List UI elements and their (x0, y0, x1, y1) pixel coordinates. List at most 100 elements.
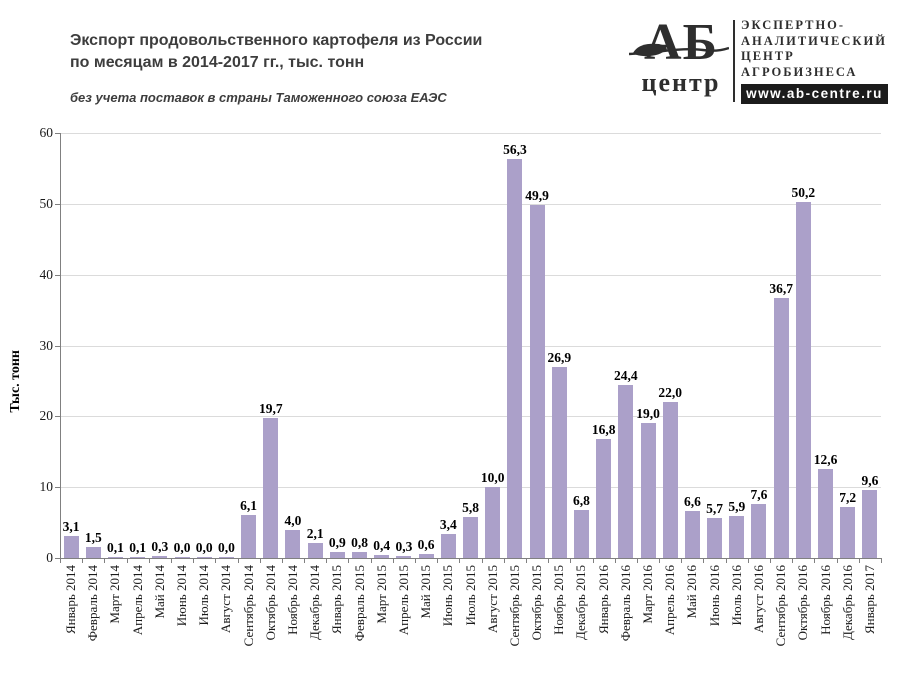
x-tick-mark (481, 558, 483, 563)
bar-value-label: 6,6 (683, 494, 701, 509)
x-tick-mark (415, 558, 417, 563)
bar-value-label: 50,2 (791, 185, 816, 200)
bar-value-label: 0,0 (217, 540, 235, 555)
bar-value-label: 6,8 (573, 493, 590, 508)
bar-value-label: 19,7 (258, 401, 283, 416)
x-tick-mark (503, 558, 505, 563)
x-tick-mark (348, 558, 350, 563)
x-tick-mark (459, 558, 461, 563)
bar-Декабрь 2014 (308, 543, 323, 558)
x-axis-label: Декабрь 2015 (573, 565, 589, 640)
logo-org-line: ЭКСПЕРТНО- (741, 18, 846, 32)
x-tick-mark (548, 558, 550, 563)
x-tick-mark (370, 558, 372, 563)
x-tick-mark (659, 558, 661, 563)
x-axis-label: Июнь 2016 (706, 565, 722, 627)
y-tick-mark (55, 274, 60, 276)
bar-Октябрь 2016 (796, 202, 811, 558)
bar-value-label: 3,4 (439, 517, 457, 532)
x-axis-label: Октябрь 2014 (262, 565, 278, 641)
bar-Ноябрь 2016 (818, 469, 833, 558)
bar-value-label: 56,3 (503, 142, 527, 157)
x-axis-line (60, 558, 882, 559)
bar-value-label: 0,0 (173, 540, 191, 555)
bar-value-label: 19,0 (636, 406, 660, 421)
x-axis-label: Май 2014 (151, 565, 167, 619)
bar-value-label: 10,0 (480, 470, 505, 485)
x-axis-label: Март 2015 (373, 565, 389, 624)
x-axis-label: Январь 2016 (595, 565, 611, 635)
bar-Апрель 2014 (130, 557, 145, 558)
x-tick-mark (259, 558, 261, 563)
y-tick-label: 20 (39, 408, 54, 424)
ab-centre-logo: АБ центр ЭКСПЕРТНО- АНАЛИТИЧЕСКИЙ ЦЕНТР … (629, 14, 888, 104)
x-tick-mark (636, 558, 638, 563)
bar-Февраль 2015 (352, 552, 367, 558)
bar-value-label: 0,4 (373, 538, 391, 553)
x-tick-mark (148, 558, 150, 563)
bar-value-label: 0,1 (107, 540, 124, 555)
bar-Декабрь 2016 (840, 507, 855, 558)
gridline-40 (60, 274, 881, 276)
bar-Ноябрь 2014 (285, 530, 300, 558)
x-tick-mark (104, 558, 106, 563)
x-tick-mark (814, 558, 816, 563)
bar-Февраль 2016 (618, 385, 633, 558)
bar-value-label: 22,0 (658, 385, 682, 400)
logo-divider (733, 20, 735, 102)
x-tick-mark (525, 558, 527, 563)
bar-value-label: 16,8 (591, 422, 616, 437)
x-axis-label: Июль 2016 (728, 565, 744, 626)
bar-value-label: 7,2 (839, 490, 857, 505)
x-axis-label: Октябрь 2015 (529, 565, 545, 641)
bar-value-label: 7,6 (750, 487, 768, 502)
x-tick-mark (170, 558, 172, 563)
bar-value-label: 0,6 (417, 537, 435, 552)
x-axis-label: Май 2016 (684, 565, 700, 619)
bar-Март 2016 (641, 423, 656, 558)
bar-Апрель 2016 (663, 402, 678, 558)
bar-Март 2015 (374, 555, 389, 558)
logo-text-block: ЭКСПЕРТНО- АНАЛИТИЧЕСКИЙ ЦЕНТР АГРОБИЗНЕ… (741, 18, 888, 104)
y-tick-label: 10 (39, 479, 54, 495)
x-tick-mark (392, 558, 394, 563)
bar-Февраль 2014 (86, 547, 101, 558)
bar-Январь 2016 (596, 439, 611, 558)
x-axis-label: Март 2014 (107, 565, 123, 624)
bar-Июль 2015 (463, 517, 478, 558)
bar-value-label: 2,1 (306, 526, 324, 541)
y-tick-label: 40 (39, 266, 54, 282)
bar-Август 2016 (751, 504, 766, 558)
x-tick-mark (215, 558, 217, 563)
x-axis-label: Июнь 2015 (440, 565, 456, 627)
x-tick-mark (881, 558, 882, 563)
y-tick-mark (55, 487, 60, 489)
x-tick-mark (858, 558, 860, 563)
x-tick-mark (237, 558, 239, 563)
bar-value-label: 0,9 (328, 535, 346, 550)
x-axis-label: Июль 2015 (462, 565, 478, 626)
x-axis-label: Январь 2014 (63, 565, 79, 635)
bar-value-label: 36,7 (769, 281, 793, 296)
x-axis-label: Июль 2014 (196, 565, 212, 626)
x-axis-label: Декабрь 2016 (839, 565, 855, 640)
logo-abbr: АБ (644, 14, 718, 71)
x-tick-mark (437, 558, 439, 563)
x-axis-label: Апрель 2016 (662, 565, 678, 636)
bar-Май 2014 (152, 556, 167, 558)
logo-website-link[interactable]: www.ab-centre.ru (741, 84, 888, 104)
x-axis-label: Сентябрь 2015 (506, 565, 522, 647)
bar-Август 2014 (219, 557, 234, 558)
x-tick-mark (770, 558, 772, 563)
bar-value-label: 5,7 (706, 501, 724, 516)
x-axis-label: Август 2015 (484, 565, 500, 634)
leaf-icon (629, 43, 729, 57)
bar-Июнь 2014 (175, 557, 190, 558)
page-title: Экспорт продовольственного картофеля из … (70, 30, 630, 74)
x-tick-mark (281, 558, 283, 563)
x-axis-label: Октябрь 2016 (795, 565, 811, 641)
bar-value-label: 0,8 (351, 535, 368, 550)
bar-Июль 2016 (729, 516, 744, 558)
x-tick-mark (747, 558, 749, 563)
